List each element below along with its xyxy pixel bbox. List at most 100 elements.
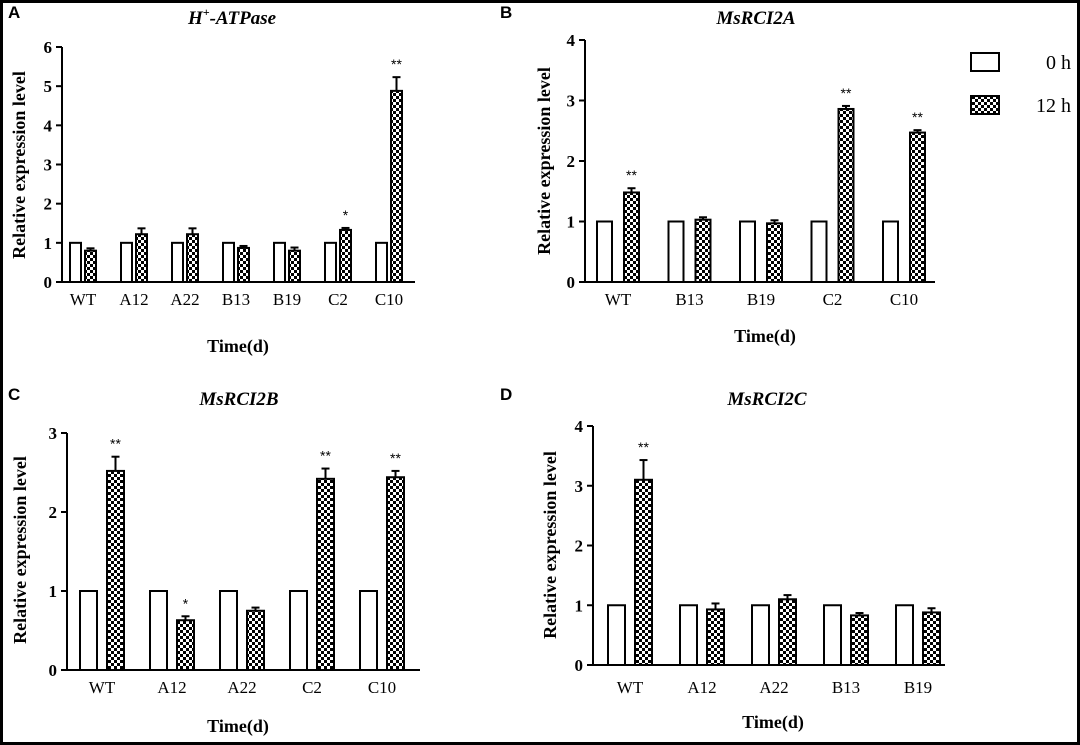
y-tick-label: 1: [567, 213, 576, 232]
y-axis-label: Relative expression level: [10, 456, 30, 644]
x-tick-label: A22: [170, 290, 199, 309]
y-axis-label: Relative expression level: [9, 71, 29, 259]
x-tick-label: A12: [157, 678, 186, 697]
significance-mark: **: [841, 85, 852, 101]
x-tick-label: WT: [89, 678, 116, 697]
x-tick-label: C10: [890, 290, 918, 309]
y-tick-label: 5: [44, 77, 53, 96]
panel-letter: C: [8, 385, 20, 404]
y-tick-label: 4: [567, 31, 576, 50]
bar-0h: [273, 241, 286, 283]
y-tick-label: 0: [567, 273, 576, 292]
x-tick-label: B13: [832, 678, 860, 697]
bar-0h: [882, 220, 899, 283]
chart-title: MsRCI2A: [715, 8, 795, 29]
bar-0h: [289, 590, 308, 671]
y-tick-label: 0: [44, 273, 53, 292]
bar-12h: [386, 476, 405, 671]
panel-letter: B: [500, 3, 512, 22]
chart-title: MsRCI2C: [726, 389, 807, 410]
bar-12h: [922, 611, 941, 666]
significance-mark: **: [110, 436, 121, 452]
bar-12h: [339, 228, 352, 284]
y-tick-label: 2: [49, 503, 58, 522]
title-main: H: [187, 8, 204, 29]
x-tick-label: B19: [747, 290, 775, 309]
y-tick-label: 3: [567, 92, 576, 111]
significance-mark: **: [391, 56, 402, 72]
bar-0h: [751, 604, 770, 666]
x-tick-label: A22: [227, 678, 256, 697]
bar-12h: [766, 222, 783, 284]
bar-0h: [375, 241, 388, 283]
x-tick-label: B13: [675, 290, 703, 309]
y-tick-label: 0: [575, 656, 584, 675]
bar-0h: [219, 590, 238, 671]
panel-letter: A: [8, 3, 20, 22]
bar-12h: [850, 614, 869, 666]
title-superscript: +: [203, 5, 210, 19]
y-tick-label: 3: [575, 477, 584, 496]
y-axis-label: Relative expression level: [540, 451, 560, 639]
bar-12h: [237, 246, 250, 284]
bar-12h: [778, 598, 797, 667]
y-tick-label: 1: [49, 582, 58, 601]
significance-mark: **: [390, 450, 401, 466]
y-tick-label: 6: [44, 38, 53, 57]
bar-0h: [739, 220, 756, 283]
legend-swatch-12h: [970, 95, 1000, 115]
x-tick-label: B19: [273, 290, 301, 309]
x-tick-label: WT: [617, 678, 644, 697]
x-tick-label: B13: [222, 290, 250, 309]
bar-0h: [359, 590, 378, 671]
y-tick-label: 4: [575, 417, 584, 436]
bar-12h: [84, 249, 97, 284]
y-tick-label: 3: [44, 156, 53, 175]
title-main: MsRCI2C: [726, 389, 807, 410]
bar-12h: [837, 107, 855, 283]
y-tick-label: 3: [49, 424, 58, 443]
panel-d: D MsRCI2C 0 1 2 3 4 Relative expression level Ti…: [500, 385, 945, 733]
bar-0h: [171, 241, 184, 283]
bar-0h: [222, 241, 235, 283]
bar-0h: [69, 241, 82, 283]
x-axis-label: Time(d): [734, 326, 796, 347]
significance-mark: **: [320, 448, 331, 464]
bar-12h: [390, 89, 403, 283]
bar-12h: [623, 191, 640, 284]
significance-mark: *: [183, 595, 189, 611]
bar-0h: [607, 604, 626, 666]
bar-12h: [634, 478, 653, 666]
y-tick-label: 2: [567, 152, 576, 171]
title-main: MsRCI2A: [715, 8, 795, 29]
legend-label: 0 h: [1046, 52, 1071, 74]
x-tick-label: WT: [70, 290, 97, 309]
bar-12h: [316, 477, 335, 671]
significance-mark: **: [912, 109, 923, 125]
x-axis-label: Time(d): [742, 712, 804, 733]
x-axis-label: Time(d): [207, 716, 269, 737]
chart-title: MsRCI2B: [198, 389, 278, 410]
x-tick-label: C2: [823, 290, 843, 309]
bar-0h: [679, 604, 698, 666]
bar-0h: [823, 604, 842, 666]
x-tick-label: A22: [759, 678, 788, 697]
chart-title: H+-ATPase: [187, 5, 277, 29]
panels: A H+-ATPase 0 1 2 3 4 5 6 Relative expression lev…: [8, 3, 945, 737]
significance-mark: **: [638, 439, 649, 455]
y-tick-label: 1: [44, 234, 53, 253]
bar-0h: [79, 590, 98, 671]
bar-12h: [909, 131, 926, 283]
bar-0h: [667, 220, 685, 283]
x-tick-label: A12: [687, 678, 716, 697]
panel-b: B MsRCI2A 0 1 2 3 4 Relative expression level Ti…: [500, 3, 935, 347]
bar-12h: [106, 469, 125, 672]
bar-12h: [694, 218, 712, 283]
significance-mark: **: [626, 167, 637, 183]
legend: 0 h 12 h: [970, 52, 1071, 117]
panel-c: C MsRCI2B 0 1 2 3 Relative expression level Tim…: [8, 385, 420, 737]
bar-12h: [246, 609, 265, 671]
bar-0h: [810, 220, 828, 283]
bar-12h: [135, 233, 148, 283]
x-tick-label: A12: [119, 290, 148, 309]
